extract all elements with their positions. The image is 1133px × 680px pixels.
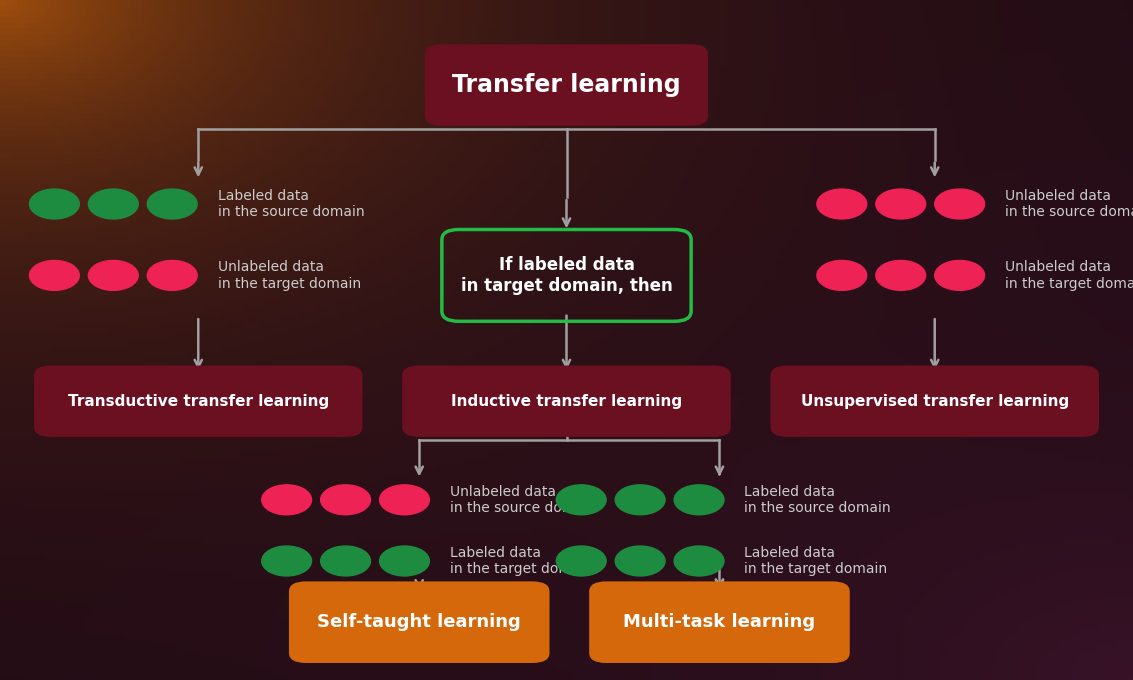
Circle shape <box>29 260 79 290</box>
Circle shape <box>615 485 665 515</box>
Circle shape <box>321 485 370 515</box>
FancyBboxPatch shape <box>34 366 363 437</box>
Circle shape <box>262 485 312 515</box>
Circle shape <box>556 546 606 576</box>
Circle shape <box>674 546 724 576</box>
Circle shape <box>262 546 312 576</box>
Text: Transfer learning: Transfer learning <box>452 73 681 97</box>
Text: Unlabeled data
in the source domain: Unlabeled data in the source domain <box>1005 189 1133 219</box>
Circle shape <box>674 485 724 515</box>
Text: If labeled data
in target domain, then: If labeled data in target domain, then <box>461 256 672 295</box>
Circle shape <box>556 485 606 515</box>
Circle shape <box>876 189 926 219</box>
Text: Multi-task learning: Multi-task learning <box>623 613 816 631</box>
Text: Labeled data
in the target domain: Labeled data in the target domain <box>450 546 593 576</box>
Circle shape <box>380 546 429 576</box>
Circle shape <box>935 260 985 290</box>
Circle shape <box>817 189 867 219</box>
Circle shape <box>147 189 197 219</box>
Text: Unlabeled data
in the target domain: Unlabeled data in the target domain <box>1005 260 1133 290</box>
Circle shape <box>876 260 926 290</box>
Circle shape <box>147 260 197 290</box>
Circle shape <box>321 546 370 576</box>
Text: Unlabeled data
in the source domain: Unlabeled data in the source domain <box>450 485 596 515</box>
Text: Unsupervised transfer learning: Unsupervised transfer learning <box>801 394 1068 409</box>
Circle shape <box>615 546 665 576</box>
Circle shape <box>29 189 79 219</box>
Circle shape <box>88 189 138 219</box>
Circle shape <box>88 260 138 290</box>
FancyBboxPatch shape <box>589 581 850 663</box>
Text: Inductive transfer learning: Inductive transfer learning <box>451 394 682 409</box>
FancyBboxPatch shape <box>402 366 731 437</box>
Text: Unlabeled data
in the target domain: Unlabeled data in the target domain <box>218 260 360 290</box>
Circle shape <box>817 260 867 290</box>
Text: Labeled data
in the source domain: Labeled data in the source domain <box>744 485 891 515</box>
Text: Labeled data
in the target domain: Labeled data in the target domain <box>744 546 887 576</box>
Text: Transductive transfer learning: Transductive transfer learning <box>68 394 329 409</box>
Circle shape <box>935 189 985 219</box>
FancyBboxPatch shape <box>289 581 550 663</box>
FancyBboxPatch shape <box>770 366 1099 437</box>
Circle shape <box>380 485 429 515</box>
Text: Labeled data
in the source domain: Labeled data in the source domain <box>218 189 364 219</box>
FancyBboxPatch shape <box>425 44 708 126</box>
Text: Self-taught learning: Self-taught learning <box>317 613 521 631</box>
